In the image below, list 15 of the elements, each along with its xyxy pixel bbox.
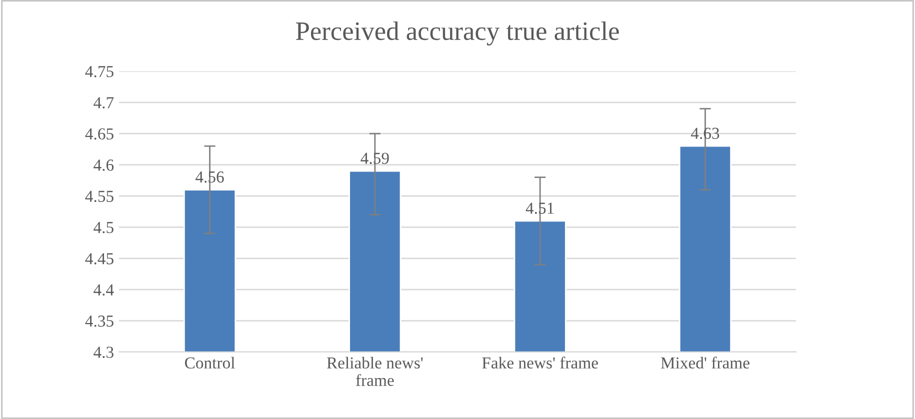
x-tick-label: Mixed' frame: [660, 356, 750, 369]
y-tick-label: 4.7: [94, 97, 114, 108]
y-tick-label: 4.55: [85, 190, 114, 202]
y-tick-label: 4.3: [94, 346, 114, 358]
x-tick-label: Control: [185, 356, 235, 369]
y-tick-label: 4.65: [85, 128, 114, 140]
y-tick-label: 4.35: [85, 316, 114, 327]
y-tick-label: 4.5: [94, 222, 114, 234]
y-tick-label: 4.75: [85, 66, 114, 78]
x-tick-label: Fake news' frame: [482, 356, 598, 369]
chart-title: Perceived accuracy true article: [296, 22, 619, 46]
y-tick-label: 4.4: [94, 284, 114, 296]
y-tick-label: 4.6: [94, 160, 114, 171]
y-tick-label: 4.45: [85, 253, 114, 264]
x-tick-label: Reliable news' frame: [326, 356, 423, 386]
